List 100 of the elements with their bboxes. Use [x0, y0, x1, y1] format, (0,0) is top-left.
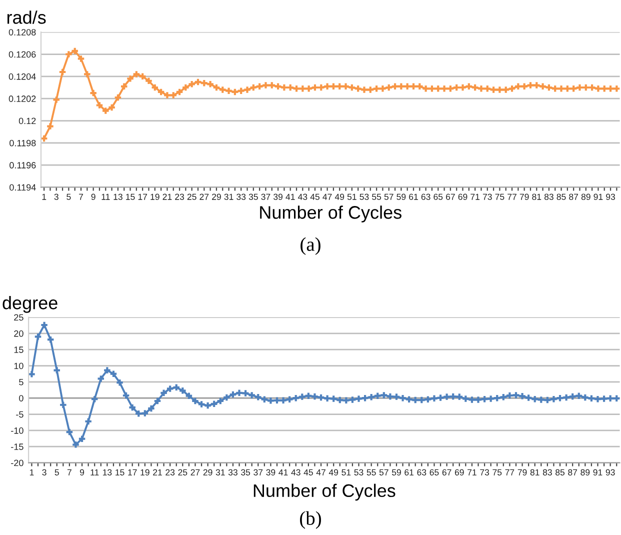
- x-tick-label: 85: [556, 194, 566, 200]
- x-tick-label: 91: [593, 469, 602, 476]
- x-tick-label: 79: [520, 194, 529, 200]
- x-tick-label: 67: [442, 469, 452, 476]
- y-tick-label: 0.1194: [10, 184, 36, 191]
- x-tick-label: 49: [334, 194, 344, 200]
- x-tick-label: 85: [556, 469, 565, 476]
- x-tick-label: 55: [366, 469, 376, 476]
- x-tick-label: 77: [508, 194, 516, 200]
- x-tick-label: 89: [580, 469, 590, 476]
- x-tick-label: 13: [114, 194, 122, 200]
- x-tick-label: 71: [468, 469, 476, 476]
- x-tick-label: 73: [482, 194, 492, 200]
- y-tick-label: 5: [19, 378, 24, 386]
- x-tick-label: 19: [140, 469, 150, 476]
- x-tick-label: 33: [228, 469, 238, 476]
- y-tick-label: -10: [11, 427, 24, 434]
- x-tick-label: 31: [216, 469, 225, 476]
- y-tick-label: -20: [11, 460, 24, 466]
- x-tick-label: 1: [30, 469, 34, 476]
- x-tick-label: 33: [236, 194, 246, 200]
- x-tick-label: 5: [54, 469, 59, 476]
- x-tick-label: 47: [316, 469, 326, 476]
- x-tick-label: 43: [298, 194, 308, 200]
- x-tick-label: 3: [54, 194, 58, 200]
- x-tick-label: 23: [175, 194, 184, 200]
- x-tick-label: 15: [116, 469, 124, 476]
- x-tick-label: 53: [354, 469, 364, 476]
- x-tick-label: 87: [569, 194, 578, 200]
- y-tick-label: 15: [14, 346, 24, 353]
- x-tick-label: 1: [42, 194, 46, 200]
- x-tick-label: 91: [594, 194, 603, 200]
- x-tick-label: 51: [347, 194, 356, 200]
- x-tick-label: 45: [304, 469, 313, 476]
- x-tick-label: 69: [454, 469, 464, 476]
- x-tick-label: 87: [568, 469, 578, 476]
- x-tick-label: 57: [384, 194, 394, 200]
- x-tick-label: 63: [417, 469, 426, 476]
- x-tick-label: 9: [91, 194, 96, 200]
- x-tick-label: 49: [328, 469, 338, 476]
- x-tick-label: 7: [67, 469, 72, 476]
- y-tick-label: 0.1206: [8, 51, 36, 58]
- x-tick-label: 11: [102, 194, 110, 200]
- x-tick-label: 21: [153, 469, 162, 476]
- x-tick-label: 23: [166, 469, 175, 476]
- x-tick-label: 5: [66, 194, 71, 200]
- x-tick-label: 29: [203, 469, 212, 476]
- x-tick-label: 31: [224, 194, 234, 200]
- x-tick-label: 89: [581, 194, 590, 200]
- y-tick-label: 10: [14, 362, 24, 370]
- y-tick-label: 20: [14, 330, 24, 337]
- x-tick-label: 75: [495, 194, 504, 200]
- x-tick-label: 77: [505, 469, 514, 476]
- y-tick-label: -5: [16, 411, 24, 418]
- x-tick-label: 59: [392, 469, 401, 476]
- y-axis-title: rad/s: [7, 10, 46, 24]
- x-tick-label: 63: [421, 194, 430, 200]
- y-tick-label: 0.1196: [10, 162, 36, 168]
- x-tick-label: 7: [79, 194, 83, 200]
- x-tick-label: 41: [278, 469, 288, 476]
- y-tick-label: 0.1204: [8, 73, 36, 80]
- y-tick-label: 0.1202: [8, 96, 36, 102]
- y-tick-label: 0.1198: [10, 140, 36, 146]
- x-tick-label: 45: [310, 194, 320, 200]
- y-tick-label: 0: [19, 395, 24, 402]
- x-tick-label: 11: [90, 469, 99, 476]
- x-tick-label: 81: [532, 194, 542, 200]
- x-tick-label: 83: [544, 194, 554, 200]
- x-tick-label: 21: [162, 194, 172, 200]
- y-axis-title: degree: [2, 296, 58, 313]
- x-tick-label: 39: [274, 194, 282, 200]
- x-tick-label: 17: [138, 194, 148, 200]
- x-tick-label: 39: [266, 469, 276, 476]
- x-tick-label: 83: [542, 469, 552, 476]
- x-tick-label: 71: [470, 194, 480, 200]
- x-tick-label: 25: [178, 469, 188, 476]
- x-axis-title: Number of Cycles: [260, 206, 402, 222]
- x-tick-label: 25: [187, 194, 196, 200]
- x-tick-label: 67: [446, 194, 455, 200]
- x-tick-label: 19: [150, 194, 160, 200]
- y-tick-label: 0.12: [18, 118, 36, 124]
- x-tick-label: 43: [291, 469, 300, 476]
- x-tick-label: 13: [102, 469, 112, 476]
- x-tick-label: 17: [128, 469, 137, 476]
- x-tick-label: 15: [126, 194, 135, 200]
- x-axis-title: Number of Cycles: [254, 484, 396, 501]
- x-tick-label: 27: [190, 469, 200, 476]
- text: (a): [300, 237, 320, 255]
- y-tick-label: 0.1208: [8, 29, 36, 36]
- x-tick-label: 75: [492, 469, 502, 476]
- x-tick-label: 9: [80, 469, 84, 476]
- x-tick-label: 55: [372, 194, 382, 200]
- x-tick-label: 69: [458, 194, 468, 200]
- x-tick-label: 37: [254, 469, 263, 476]
- x-tick-label: 93: [606, 469, 615, 476]
- x-tick-label: 65: [430, 469, 439, 476]
- x-tick-label: 3: [42, 469, 46, 476]
- x-tick-label: 73: [480, 469, 490, 476]
- x-tick-label: 61: [404, 469, 414, 476]
- x-tick-label: 93: [606, 194, 616, 200]
